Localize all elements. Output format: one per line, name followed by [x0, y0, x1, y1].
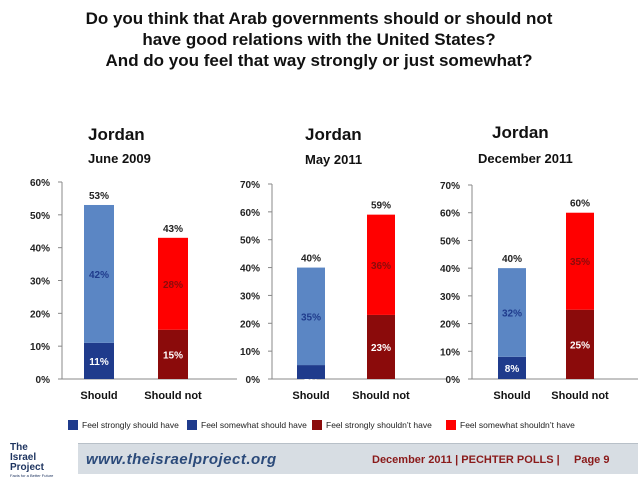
y-tick-label: 10% [440, 347, 460, 358]
data-label-somewhat: 28% [163, 280, 183, 291]
legend-swatch [312, 420, 322, 430]
legend-item-strong-have: Feel strongly should have [68, 420, 179, 430]
legend-label: Feel somewhat should have [201, 420, 307, 430]
legend-item-somewhat-not: Feel somewhat shouldn’t have [446, 420, 575, 430]
y-tick-label: 60% [30, 178, 50, 189]
y-tick-label: 70% [440, 181, 460, 192]
logo-line-1: The [10, 442, 28, 453]
y-tick-label: 0% [446, 375, 461, 386]
y-tick-label: 20% [30, 309, 50, 320]
y-tick-label: 40% [30, 244, 50, 255]
data-label-strong: 8% [505, 364, 520, 375]
bar-segment-somewhat [367, 214, 395, 315]
bar-segment-strong [566, 309, 594, 379]
y-tick-label: 40% [440, 264, 460, 275]
panel-3-title: Jordan [492, 123, 549, 142]
legend-label: Feel strongly should have [82, 420, 179, 430]
data-label-strong: 11% [89, 357, 109, 368]
panel-1-subtitle: June 2009 [88, 151, 151, 166]
data-label-strong: 5% [304, 378, 319, 389]
data-label-total: 60% [570, 199, 590, 210]
charts-canvas: 0% 10% 20% 30% 40% 50% 60% 11% 42% 53% Should 15% 28… [30, 178, 638, 402]
logo-line-3: Project [10, 462, 44, 473]
x-category-label: Should [493, 390, 530, 402]
data-label-total: 59% [371, 201, 391, 212]
y-tick-label: 10% [240, 347, 260, 358]
x-category-label: Should not [144, 390, 202, 402]
y-tick-label: 50% [440, 236, 460, 247]
legend-label: Feel somewhat shouldn’t have [460, 420, 575, 430]
bar-segment-somewhat [158, 237, 188, 330]
data-label-total: 40% [301, 254, 321, 265]
data-label-total: 43% [163, 224, 183, 235]
legend-item-strong-not: Feel strongly shouldn’t have [312, 420, 432, 430]
title-line-2: have good relations with the United Stat… [142, 30, 496, 49]
logo-tagline: Facts for a Better Future [10, 473, 54, 478]
data-label-strong: 23% [371, 343, 391, 354]
bar-segment-strong [297, 365, 325, 379]
legend-swatch [446, 420, 456, 430]
y-tick-label: 10% [30, 342, 50, 353]
chart-title: Do you think that Arab governments shoul… [0, 8, 638, 71]
israel-project-logo: The Israel Project Facts for a Better Fu… [10, 442, 70, 478]
data-label-somewhat: 42% [89, 270, 109, 281]
panel-2-subtitle: May 2011 [305, 152, 363, 167]
x-category-label: Should not [352, 390, 410, 402]
footer: The Israel Project Facts for a Better Fu… [0, 441, 638, 478]
y-tick-label: 50% [30, 211, 50, 222]
y-tick-label: 30% [30, 277, 50, 288]
page-number: Page 9 [574, 454, 610, 466]
x-category-label: Should [80, 390, 117, 402]
panel-3-subtitle: December 2011 [478, 151, 573, 166]
y-tick-label: 20% [440, 320, 460, 331]
data-label-somewhat: 32% [502, 308, 522, 319]
bar-segment-somewhat [84, 204, 114, 343]
logo-line-2: Israel [10, 452, 37, 463]
title-line-1: Do you think that Arab governments shoul… [85, 9, 553, 28]
bar-segment-strong [84, 342, 114, 379]
legend-label: Feel strongly shouldn’t have [326, 420, 432, 430]
data-label-total: 53% [89, 191, 109, 202]
y-tick-label: 0% [36, 375, 51, 386]
x-category-label: Should [292, 390, 329, 402]
y-tick-label: 40% [240, 264, 260, 275]
polls-caption: December 2011 | PECHTER POLLS | [372, 454, 560, 466]
legend-item-somewhat-have: Feel somewhat should have [187, 420, 307, 430]
title-line-3: And do you feel that way strongly or jus… [105, 51, 533, 70]
y-tick-label: 50% [240, 236, 260, 247]
legend-swatch [187, 420, 197, 430]
bar-segment-somewhat [297, 267, 325, 366]
bar-segment-somewhat [566, 212, 594, 310]
y-tick-label: 20% [240, 319, 260, 330]
bar-segment-strong [158, 329, 188, 379]
panel-2-title: Jordan [305, 125, 362, 144]
data-label-total: 40% [502, 254, 522, 265]
data-label-somewhat: 35% [301, 312, 321, 323]
website-link[interactable]: www.theisraelproject.org [86, 451, 277, 468]
y-tick-label: 0% [246, 375, 261, 386]
panel-1-title: Jordan [88, 125, 145, 144]
x-category-label: Should not [551, 390, 609, 402]
y-tick-label: 70% [240, 180, 260, 191]
data-label-somewhat: 36% [371, 261, 391, 272]
y-tick-label: 30% [440, 292, 460, 303]
bar-segment-strong [498, 356, 526, 379]
data-label-strong: 15% [163, 350, 183, 361]
bar-segment-strong [367, 314, 395, 379]
legend-swatch [68, 420, 78, 430]
y-tick-label: 60% [240, 208, 260, 219]
bar-segment-somewhat [498, 268, 526, 357]
y-tick-label: 60% [440, 209, 460, 220]
data-label-somewhat: 35% [570, 257, 590, 268]
legend: Feel strongly should have Feel somewhat … [68, 420, 628, 434]
footer-bar [78, 443, 638, 474]
data-label-strong: 25% [570, 340, 590, 351]
y-tick-label: 30% [240, 291, 260, 302]
